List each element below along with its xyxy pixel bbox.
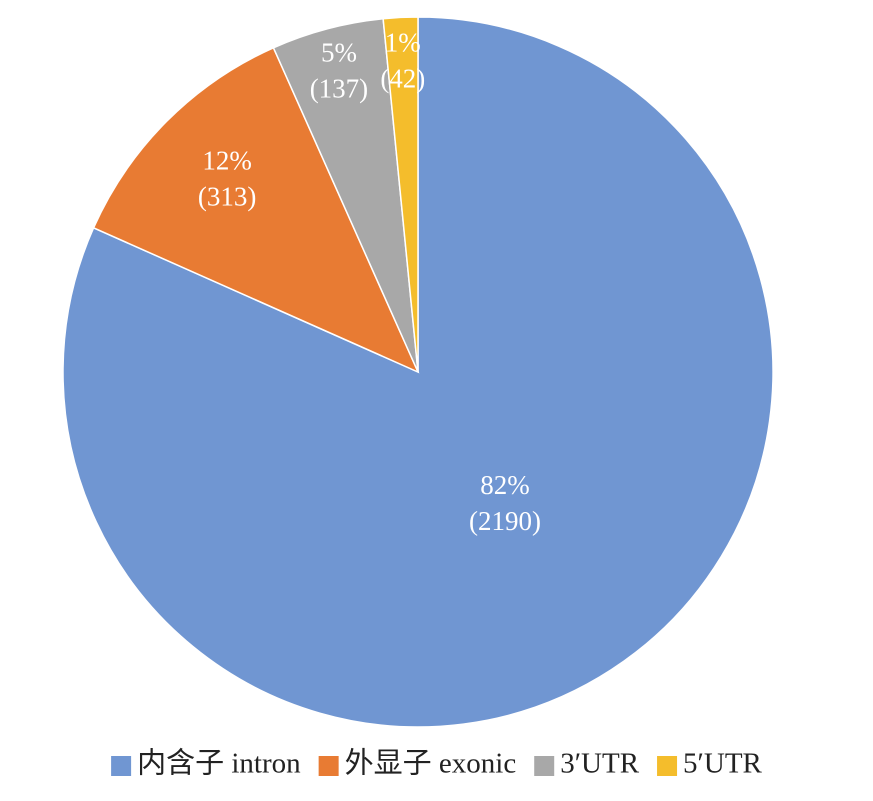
pie-slice [92, 46, 420, 374]
legend-swatch [318, 756, 339, 776]
legend-swatch [111, 756, 132, 776]
percent-label: 82% [480, 470, 530, 500]
value-label: (2190) [469, 506, 541, 536]
legend-label: 3′UTR [560, 748, 640, 780]
value-label: (137) [310, 74, 368, 104]
legend-swatch [534, 756, 555, 776]
legend: 内含子 intron 外显子 exonic 3′UTR 5′UTR [111, 747, 763, 780]
percent-label: 5% [321, 38, 357, 68]
percent-label: 12% [202, 146, 252, 176]
value-label: (42) [380, 64, 425, 94]
percent-label: 1% [385, 28, 421, 58]
legend-swatch [657, 756, 678, 776]
pie-slice [382, 16, 419, 373]
value-label: (313) [198, 182, 256, 212]
legend-label: 外显子 exonic [345, 747, 517, 780]
legend-label: 内含子 intron [137, 747, 301, 780]
legend-label: 5′UTR [683, 748, 763, 780]
